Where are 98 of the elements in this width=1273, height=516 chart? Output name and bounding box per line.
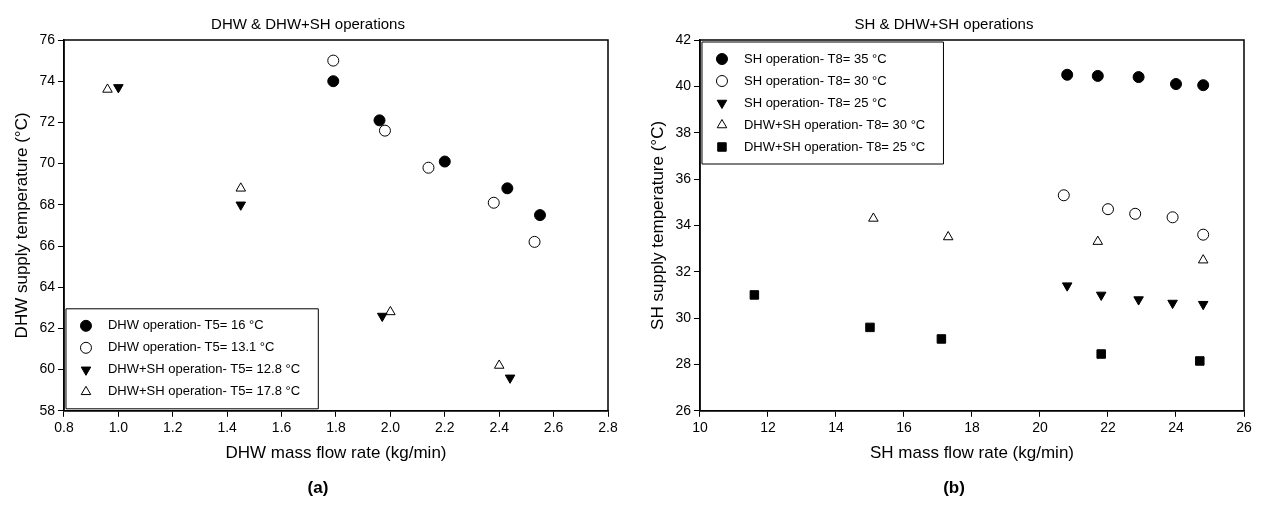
y-axis-title: DHW supply temperature (°C)	[11, 112, 31, 339]
point	[528, 235, 541, 248]
x-tick-label: 10	[692, 419, 708, 436]
point	[1092, 235, 1104, 245]
x-axis-title: DHW mass flow rate (kg/min)	[225, 443, 447, 463]
y-tick-label: 28	[675, 355, 692, 372]
point	[422, 161, 435, 174]
y-tick-label: 26	[675, 401, 692, 418]
x-tick-label: 26	[1236, 419, 1252, 436]
point	[235, 201, 247, 211]
y-tick-label: 30	[675, 308, 692, 325]
x-tick-label: 22	[1100, 419, 1116, 436]
point	[1197, 254, 1209, 264]
y-tick-label: 36	[675, 169, 692, 186]
point	[113, 84, 124, 94]
point	[1197, 79, 1210, 92]
point	[534, 209, 546, 222]
y-tick-label: 34	[675, 216, 692, 233]
point	[942, 230, 954, 241]
x-tick-label: 12	[760, 419, 776, 436]
text: (a)	[307, 478, 329, 498]
point	[378, 124, 391, 137]
text: (b)	[943, 478, 965, 498]
point	[865, 322, 875, 333]
chart-title: SH & DHW+SH operations	[854, 15, 1034, 33]
x-tick-label: 0.8	[54, 419, 74, 436]
point	[1170, 78, 1182, 91]
y-tick-label: 64	[39, 278, 56, 295]
y-tick-label: 38	[675, 123, 692, 140]
chart-title: DHW & DHW+SH operations	[211, 15, 405, 33]
legend-label: SH operation- T8= 35 °C	[743, 50, 887, 66]
point	[936, 334, 947, 344]
point	[1195, 356, 1205, 366]
point	[504, 374, 516, 384]
y-tick-label: 70	[39, 154, 56, 171]
y-tick-label: 74	[39, 72, 56, 89]
point	[1057, 189, 1070, 202]
x-tick-label: 2.0	[380, 419, 401, 436]
x-tick-label: 1.2	[163, 419, 183, 436]
point	[376, 312, 388, 323]
point	[102, 83, 113, 93]
y-tick-label: 42	[675, 30, 692, 47]
legend-label: SH operation- T8= 30 °C	[743, 72, 887, 88]
x-tick-label: 16	[896, 419, 912, 436]
y-tick-label: 60	[39, 360, 56, 377]
point	[438, 155, 451, 168]
y-tick-label: 40	[675, 77, 692, 94]
legend-label: DHW+SH operation- T5= 17.8 °C	[107, 383, 301, 399]
point	[501, 182, 514, 195]
point	[235, 182, 247, 192]
legend-label: DHW+SH operation- T5= 12.8 °C	[107, 361, 301, 377]
y-tick-label: 32	[675, 262, 692, 279]
x-tick-label: 1.0	[108, 419, 129, 436]
point	[385, 305, 396, 316]
y-tick-label: 66	[39, 236, 56, 253]
point	[493, 359, 505, 369]
legend-label: DHW operation- T5= 16 °C	[107, 317, 264, 333]
y-tick-label: 68	[39, 195, 56, 212]
x-axis-title: SH mass flow rate (kg/min)	[869, 443, 1075, 463]
x-tick-label: 2.8	[598, 419, 618, 436]
x-tick-label: 2.2	[435, 419, 455, 436]
point	[1096, 349, 1106, 359]
y-tick-label: 76	[39, 30, 56, 47]
point	[1095, 291, 1107, 301]
x-tick-label: 2.6	[543, 419, 564, 436]
x-tick-label: 1.8	[326, 419, 346, 436]
point	[373, 114, 386, 127]
point	[1132, 71, 1145, 84]
legend-label: DHW+SH operation- T8= 30 °C	[743, 116, 926, 132]
legend-label: DHW+SH operation- T8= 25 °C	[743, 138, 926, 154]
x-tick-label: 14	[828, 419, 844, 436]
point	[487, 196, 500, 209]
point	[1129, 207, 1142, 220]
y-tick-label: 62	[39, 319, 56, 336]
legend-label: DHW operation- T5= 13.1 °C	[107, 339, 275, 355]
point	[1101, 203, 1114, 216]
point	[868, 212, 879, 222]
point	[1091, 69, 1104, 82]
x-tick-label: 1.6	[271, 419, 292, 436]
y-tick-label: 58	[39, 401, 56, 418]
x-tick-label: 18	[964, 419, 980, 436]
x-tick-label: 1.4	[217, 419, 238, 436]
x-tick-label: 20	[1032, 419, 1048, 436]
x-tick-label: 2.4	[489, 419, 510, 436]
y-tick-label: 72	[39, 113, 56, 130]
point	[749, 290, 760, 300]
x-tick-label: 24	[1168, 419, 1184, 436]
point	[1061, 282, 1073, 292]
y-axis-title: SH supply temperature (°C)	[647, 120, 667, 330]
point	[1061, 68, 1074, 81]
point	[327, 54, 340, 67]
point	[327, 75, 340, 88]
point	[1166, 211, 1179, 224]
point	[1133, 296, 1144, 306]
legend-label: SH operation- T8= 25 °C	[743, 94, 887, 110]
point	[1167, 299, 1178, 310]
point	[1197, 228, 1210, 241]
point	[1197, 300, 1209, 311]
